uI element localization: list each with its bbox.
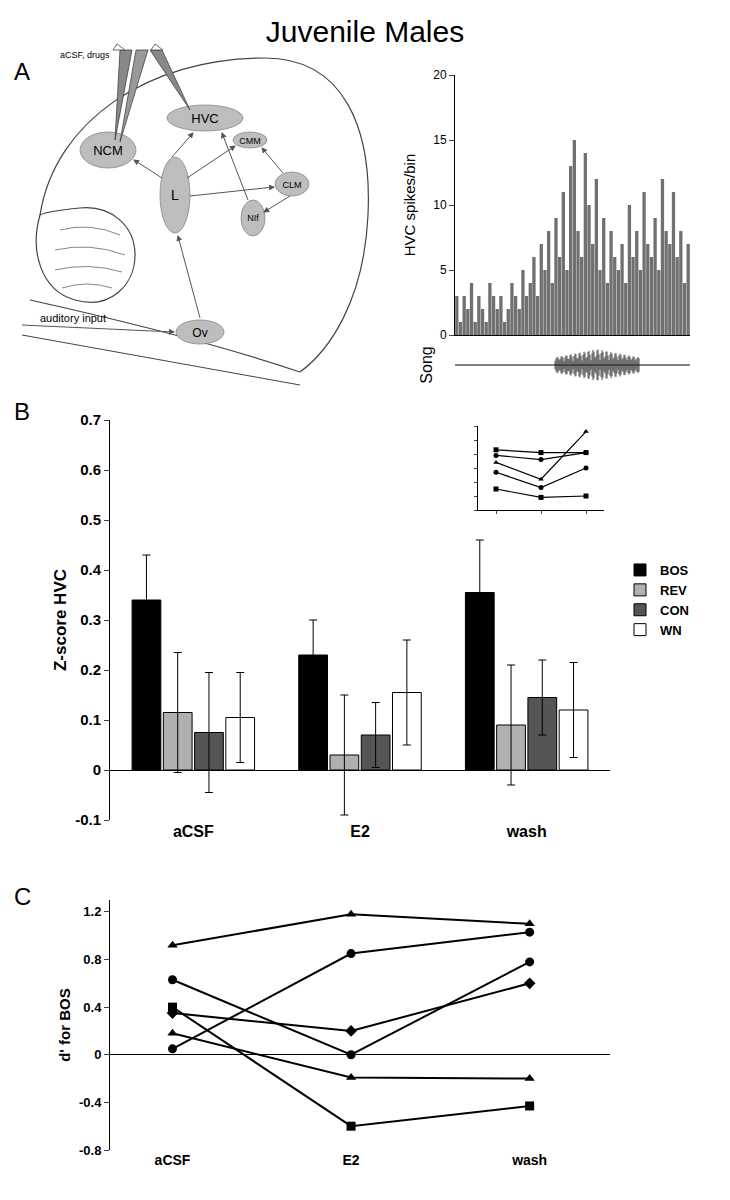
- svg-text:Juvenile Males: Juvenile Males: [266, 15, 464, 48]
- svg-text:0.8: 0.8: [83, 952, 101, 967]
- svg-text:wash: wash: [506, 823, 547, 840]
- svg-text:BOS: BOS: [660, 563, 689, 578]
- svg-text:0.1: 0.1: [80, 711, 101, 728]
- svg-text:aCSF, drugs: aCSF, drugs: [60, 50, 110, 60]
- svg-text:1.2: 1.2: [83, 904, 101, 919]
- svg-text:0: 0: [94, 1047, 101, 1062]
- svg-text:10: 10: [433, 198, 447, 212]
- svg-text:HVC: HVC: [191, 111, 218, 126]
- svg-text:L: L: [171, 187, 179, 203]
- svg-text:5: 5: [440, 263, 447, 277]
- svg-text:0.5: 0.5: [80, 511, 101, 528]
- svg-text:-0.8: -0.8: [79, 1143, 101, 1158]
- svg-text:0.2: 0.2: [80, 661, 101, 678]
- svg-text:wash: wash: [511, 1152, 547, 1168]
- svg-text:aCSF: aCSF: [173, 823, 214, 840]
- svg-text:REV: REV: [660, 583, 687, 598]
- svg-text:20: 20: [433, 68, 447, 82]
- svg-text:0: 0: [93, 761, 101, 778]
- svg-text:Z-score HVC: Z-score HVC: [51, 569, 70, 671]
- svg-text:auditory input: auditory input: [40, 312, 106, 324]
- svg-text:0.3: 0.3: [80, 611, 101, 628]
- svg-text:E2: E2: [350, 823, 370, 840]
- svg-text:NIf: NIf: [247, 213, 259, 223]
- svg-text:Ov: Ov: [192, 326, 207, 340]
- svg-text:0: 0: [440, 328, 447, 342]
- svg-text:CLM: CLM: [282, 180, 301, 190]
- svg-text:0.4: 0.4: [83, 1000, 102, 1015]
- svg-text:WN: WN: [660, 623, 682, 638]
- svg-text:Song: Song: [418, 346, 435, 383]
- svg-text:CON: CON: [660, 603, 689, 618]
- svg-text:HVC spikes/bin: HVC spikes/bin: [401, 154, 418, 257]
- svg-text:E2: E2: [343, 1152, 360, 1168]
- svg-text:-0.1: -0.1: [75, 811, 101, 828]
- svg-text:15: 15: [433, 133, 447, 147]
- svg-text:NCM: NCM: [93, 143, 123, 158]
- svg-text:d' for BOS: d' for BOS: [56, 988, 73, 1062]
- svg-text:-0.4: -0.4: [79, 1095, 102, 1110]
- svg-text:aCSF: aCSF: [155, 1152, 191, 1168]
- svg-text:CMM: CMM: [239, 136, 261, 146]
- svg-text:C: C: [14, 883, 31, 910]
- svg-text:0.6: 0.6: [80, 461, 101, 478]
- svg-text:0.7: 0.7: [80, 411, 101, 428]
- svg-text:A: A: [14, 58, 30, 85]
- svg-text:B: B: [14, 398, 30, 425]
- svg-text:0.4: 0.4: [80, 561, 102, 578]
